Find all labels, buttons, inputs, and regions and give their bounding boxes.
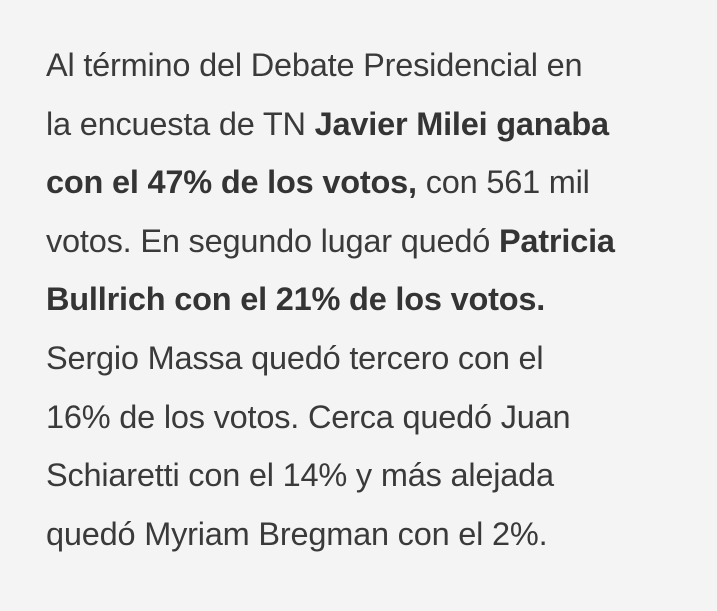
paragraph-line: quedó Myriam Bregman con el 2%.: [46, 505, 696, 564]
paragraph-line: 16% de los votos. Cerca quedó Juan: [46, 388, 696, 447]
paragraph-line: Schiaretti con el 14% y más alejada: [46, 446, 696, 505]
text-run: Sergio Massa quedó tercero con el: [46, 339, 544, 376]
text-run: con 561 mil: [416, 164, 590, 201]
paragraph-line: la encuesta de TN Javier Milei ganaba: [46, 95, 696, 154]
text-run: quedó Myriam Bregman con el 2%.: [46, 515, 548, 552]
paragraph-line: Sergio Massa quedó tercero con el: [46, 329, 696, 388]
text-run: la encuesta de TN: [46, 105, 315, 142]
text-run: votos. En segundo lugar quedó: [46, 222, 499, 259]
bold-text-run: Javier Milei ganaba: [314, 105, 609, 142]
text-run: Schiaretti con el 14% y más alejada: [46, 457, 554, 494]
bold-text-run: con el 47% de los votos,: [46, 164, 417, 201]
paragraph-line: Al término del Debate Presidencial en: [46, 36, 696, 95]
bold-text-run: Patricia: [498, 222, 615, 259]
paragraph-line: Bullrich con el 21% de los votos.: [46, 270, 696, 329]
paragraph-line: votos. En segundo lugar quedó Patricia: [46, 212, 696, 271]
bold-text-run: Bullrich con el 21% de los votos.: [46, 281, 546, 318]
paragraph-line: con el 47% de los votos, con 561 mil: [46, 153, 696, 212]
text-run: Al término del Debate Presidencial en: [46, 47, 583, 83]
text-run: 16% de los votos. Cerca quedó Juan: [46, 398, 571, 435]
article-paragraph: Al término del Debate Presidencial en la…: [46, 36, 696, 563]
